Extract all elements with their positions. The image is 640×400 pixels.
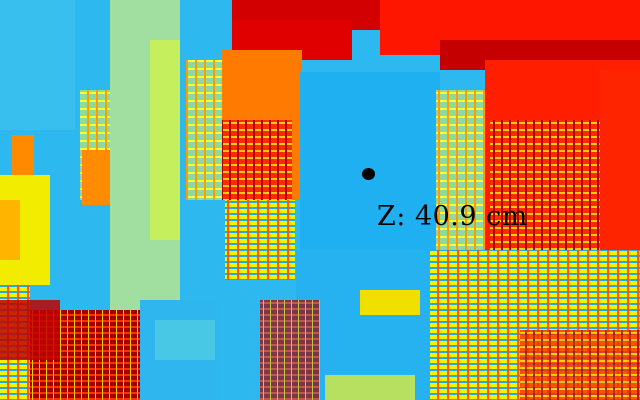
probe-point-marker[interactable] bbox=[362, 168, 375, 180]
depth-readout: Z: 40.9 cm bbox=[377, 201, 528, 232]
